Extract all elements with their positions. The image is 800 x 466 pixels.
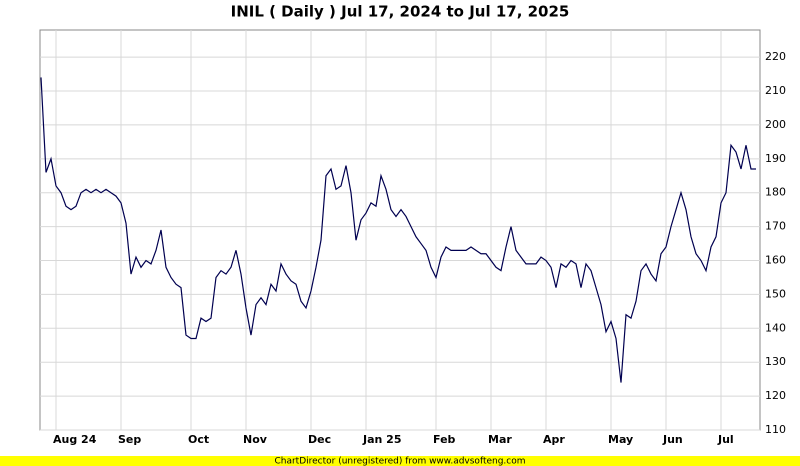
x-tick-label: Sep <box>118 433 141 446</box>
y-tick-label: 130 <box>765 355 786 368</box>
x-tick-label: Feb <box>433 433 456 446</box>
price-line <box>40 77 756 383</box>
y-tick-label: 210 <box>765 84 786 97</box>
y-tick-label: 190 <box>765 152 786 165</box>
y-tick-label: 160 <box>765 254 786 267</box>
footer: ChartDirector (unregistered) from www.ad… <box>274 457 525 466</box>
x-tick-label: May <box>608 433 633 446</box>
y-tick-label: 200 <box>765 118 786 131</box>
x-tick-label: Apr <box>543 433 565 446</box>
chart-title: INIL ( Daily ) Jul 17, 2024 to Jul 17, 2… <box>231 3 570 21</box>
x-tick-label: Mar <box>488 433 512 446</box>
x-tick-label: Jun <box>662 433 683 446</box>
x-tick-label: Dec <box>308 433 331 446</box>
x-tick-label: Oct <box>188 433 209 446</box>
y-tick-label: 180 <box>765 186 786 199</box>
y-tick-label: 110 <box>765 423 786 436</box>
x-tick-label: Jan 25 <box>362 433 401 446</box>
y-tick-label: 150 <box>765 287 786 300</box>
grid <box>40 30 760 431</box>
y-tick-label: 120 <box>765 389 786 402</box>
x-tick-label: Aug 24 <box>53 433 97 446</box>
y-tick-label: 220 <box>765 50 786 63</box>
footer-bar <box>0 456 800 466</box>
marks <box>40 77 756 383</box>
plot-area <box>39 29 761 431</box>
y-tick-label: 170 <box>765 220 786 233</box>
x-tick-label: Nov <box>243 433 268 446</box>
y-tick-label: 140 <box>765 321 786 334</box>
x-tick-label: Jul <box>717 433 734 446</box>
